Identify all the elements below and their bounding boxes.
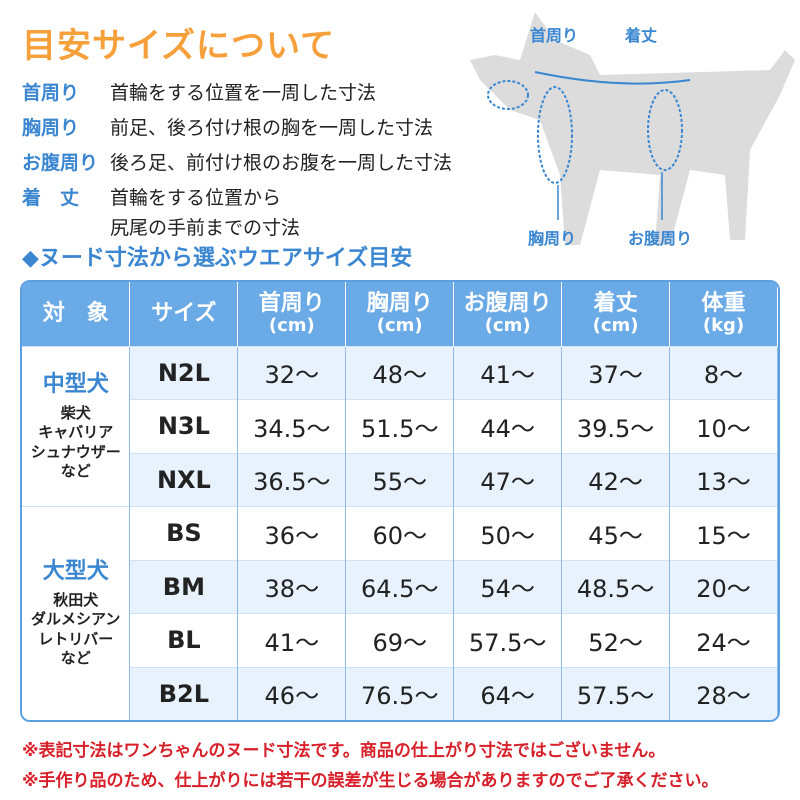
value-cell: 76.5〜 (345, 666, 455, 720)
dog-diagram (470, 12, 795, 245)
definition-desc: 首輪をする位置から (110, 187, 282, 209)
value-cell: 13〜 (669, 452, 778, 507)
diagram-label-chest: 胸周り (528, 229, 577, 248)
value-cell: 48.5〜 (561, 559, 671, 614)
diagram-label-neck: 首周り (530, 26, 579, 45)
table-row: N3L 34.5〜 51.5〜 44〜 39.5〜 10〜 (22, 399, 778, 454)
column-header: 首周り (cm) (237, 282, 347, 346)
column-header: 対 象 (22, 282, 131, 346)
value-cell: 60〜 (345, 506, 455, 561)
column-header: 胸周り (cm) (345, 282, 455, 346)
size-cell: B2L (129, 666, 239, 720)
table-row: B2L 46〜 76.5〜 64〜 57.5〜 28〜 (22, 666, 778, 720)
definition-desc: 首輪をする位置を一周した寸法 (110, 82, 377, 104)
value-cell: 32〜 (237, 345, 347, 400)
definition-desc: 前足、後ろ付け根の胸を一周した寸法 (110, 117, 434, 139)
diagram-label-belly: お腹周り (628, 229, 693, 248)
value-cell: 57.5〜 (561, 666, 671, 720)
column-header: 体重 (kg) (669, 282, 778, 346)
value-cell: 8〜 (669, 345, 778, 400)
size-cell: BL (129, 613, 239, 668)
table-row: BL 41〜 69〜 57.5〜 52〜 24〜 (22, 613, 778, 668)
table-row: BM 38〜 64.5〜 54〜 48.5〜 20〜 (22, 559, 778, 614)
value-cell: 51.5〜 (345, 399, 455, 454)
size-cell: BM (129, 559, 239, 614)
value-cell: 42〜 (561, 452, 671, 507)
page-title: 目安サイズについて (22, 26, 335, 66)
value-cell: 48〜 (345, 345, 455, 400)
value-cell: 52〜 (561, 613, 671, 668)
note-1: ※表記寸法はワンちゃんのヌード寸法です。商品の仕上がり寸法ではございません。 (22, 741, 666, 761)
value-cell: 69〜 (345, 613, 455, 668)
value-cell: 50〜 (453, 506, 563, 561)
value-cell: 64〜 (453, 666, 563, 720)
size-table: 対 象サイズ 首周り (cm) 胸周り (cm) お腹周り (cm) 着丈 (cm) 体重 (kg)… (20, 280, 780, 722)
table-row: 中型犬 柴犬 キャバリア シュナウザー など N2L 32〜 48〜 41〜 37〜 8〜 (22, 345, 778, 507)
column-header: サイズ (129, 282, 239, 346)
value-cell: 41〜 (453, 345, 563, 400)
value-cell: 24〜 (669, 613, 778, 668)
dog-group: 中型犬 柴犬 キャバリア シュナウザー など (22, 345, 131, 507)
value-cell: 15〜 (669, 506, 778, 561)
value-cell: 36〜 (237, 506, 347, 561)
table-row: NXL 36.5〜 55〜 47〜 42〜 13〜 (22, 452, 778, 507)
value-cell: 44〜 (453, 399, 563, 454)
diagram-label-length: 着丈 (625, 26, 658, 45)
note-2: ※手作り品のため、仕上がりには若干の誤差が生じる場合がありますのでご了承ください… (22, 771, 719, 791)
table-subtitle: ◆ヌード寸法から選ぶウエアサイズ目安 (22, 246, 413, 271)
value-cell: 34.5〜 (237, 399, 347, 454)
value-cell: 36.5〜 (237, 452, 347, 507)
column-header: 着丈 (cm) (561, 282, 671, 346)
value-cell: 41〜 (237, 613, 347, 668)
definition-term: お腹周り (22, 152, 99, 174)
value-cell: 38〜 (237, 559, 347, 614)
dog-group: 大型犬 秋田犬 ダルメシアン レトリバー など (22, 506, 131, 720)
value-cell: 28〜 (669, 666, 778, 720)
value-cell: 45〜 (561, 506, 671, 561)
value-cell: 20〜 (669, 559, 778, 614)
definition-desc: 後ろ足、前付け根のお腹を一周した寸法 (110, 152, 453, 174)
value-cell: 55〜 (345, 452, 455, 507)
size-cell: N2L (129, 345, 239, 400)
value-cell: 37〜 (561, 345, 671, 400)
value-cell: 39.5〜 (561, 399, 671, 454)
definition-desc-cont: 尻尾の手前までの寸法 (110, 217, 301, 239)
size-cell: BS (129, 506, 239, 561)
value-cell: 47〜 (453, 452, 563, 507)
size-cell: N3L (129, 399, 239, 454)
definition-term: 首周り (22, 82, 80, 104)
column-header: お腹周り (cm) (453, 282, 563, 346)
definition-term: 着 丈 (22, 187, 80, 209)
table-row: 大型犬 秋田犬 ダルメシアン レトリバー など BS 36〜 60〜 50〜 45〜 15〜 (22, 506, 778, 720)
value-cell: 57.5〜 (453, 613, 563, 668)
size-cell: NXL (129, 452, 239, 507)
dog-silhouette (470, 12, 795, 245)
value-cell: 54〜 (453, 559, 563, 614)
value-cell: 46〜 (237, 666, 347, 720)
definition-term: 胸周り (22, 117, 80, 139)
value-cell: 64.5〜 (345, 559, 455, 614)
value-cell: 10〜 (669, 399, 778, 454)
